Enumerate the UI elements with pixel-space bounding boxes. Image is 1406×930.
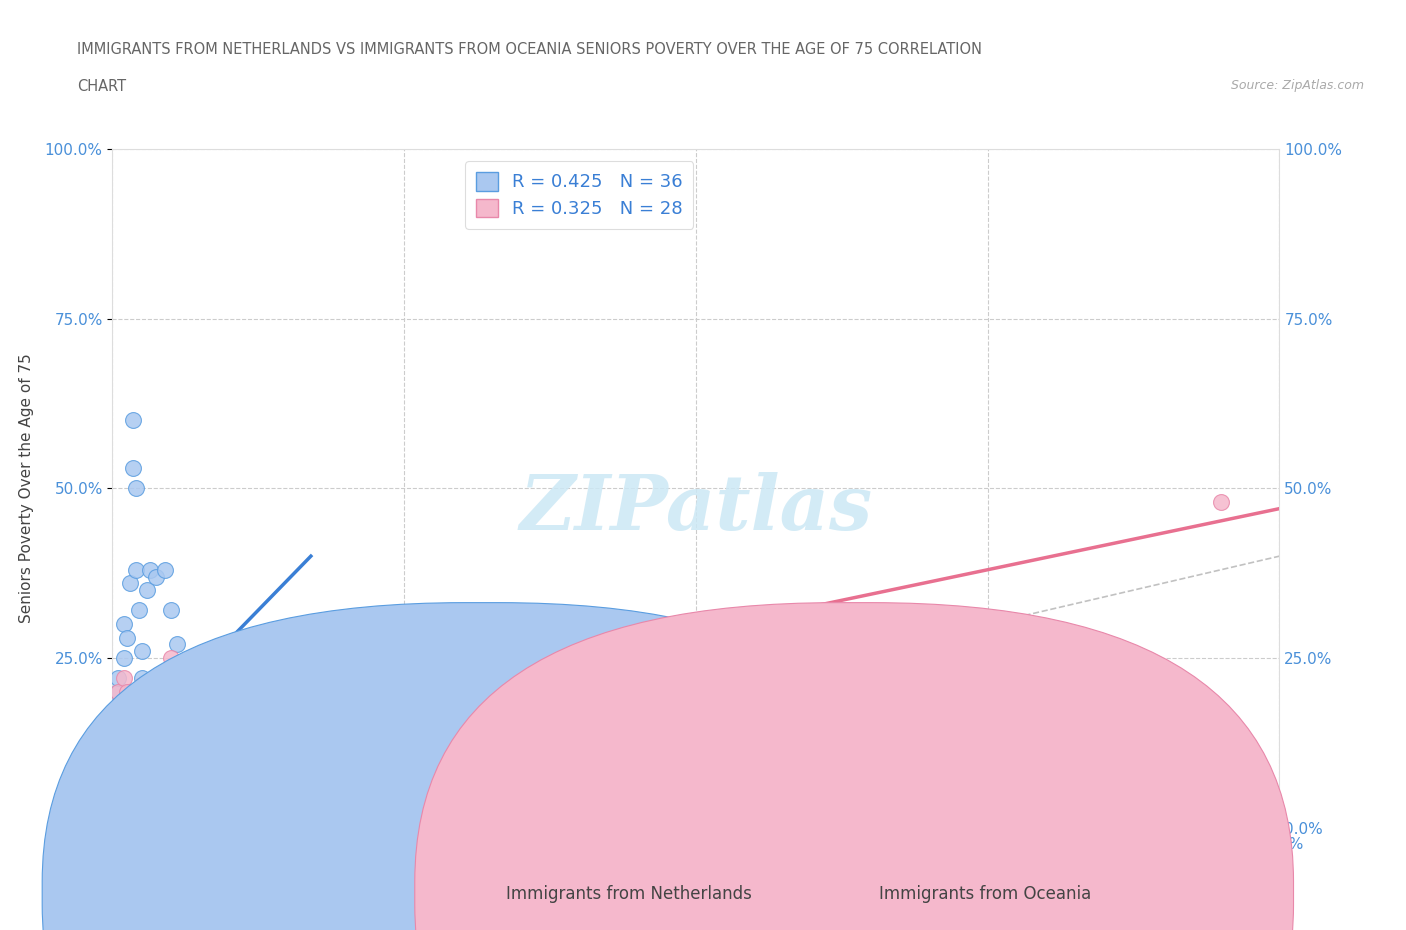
Point bbox=[153, 664, 176, 679]
Point bbox=[136, 698, 159, 713]
Point bbox=[128, 603, 150, 618]
Point bbox=[276, 787, 298, 802]
Point bbox=[110, 725, 132, 740]
Point bbox=[118, 746, 141, 761]
Point bbox=[218, 711, 240, 726]
Point bbox=[115, 732, 138, 747]
Point bbox=[110, 732, 132, 747]
Point bbox=[139, 563, 162, 578]
Point bbox=[104, 766, 127, 781]
Point bbox=[166, 637, 188, 652]
Point bbox=[145, 684, 167, 699]
Text: Immigrants from Netherlands: Immigrants from Netherlands bbox=[506, 884, 752, 903]
Point bbox=[107, 719, 129, 734]
Point bbox=[115, 732, 138, 747]
Point bbox=[104, 787, 127, 802]
Point bbox=[183, 698, 205, 713]
Point bbox=[145, 569, 167, 584]
Point bbox=[122, 413, 145, 428]
Point bbox=[112, 711, 135, 726]
Point bbox=[131, 671, 153, 685]
Point bbox=[1209, 495, 1232, 510]
Point bbox=[115, 684, 138, 699]
Point bbox=[118, 691, 141, 706]
Point bbox=[174, 671, 197, 685]
Point bbox=[110, 705, 132, 720]
Point bbox=[122, 460, 145, 475]
Text: Source: ZipAtlas.com: Source: ZipAtlas.com bbox=[1230, 79, 1364, 92]
Point bbox=[104, 752, 127, 767]
Point bbox=[115, 631, 138, 645]
Point bbox=[107, 671, 129, 685]
Point bbox=[110, 698, 132, 713]
Point bbox=[160, 603, 183, 618]
Point bbox=[112, 766, 135, 781]
Y-axis label: Seniors Poverty Over the Age of 75: Seniors Poverty Over the Age of 75 bbox=[18, 353, 34, 623]
Point bbox=[122, 719, 145, 734]
Text: IMMIGRANTS FROM NETHERLANDS VS IMMIGRANTS FROM OCEANIA SENIORS POVERTY OVER THE : IMMIGRANTS FROM NETHERLANDS VS IMMIGRANT… bbox=[77, 42, 983, 57]
Point bbox=[125, 684, 148, 699]
Point bbox=[107, 719, 129, 734]
Point bbox=[115, 684, 138, 699]
Point bbox=[107, 705, 129, 720]
Point bbox=[107, 698, 129, 713]
Point bbox=[188, 664, 211, 679]
Point bbox=[136, 582, 159, 598]
Point bbox=[112, 617, 135, 631]
Point bbox=[110, 787, 132, 802]
Point bbox=[112, 651, 135, 666]
Legend: R = 0.425   N = 36, R = 0.325   N = 28: R = 0.425 N = 36, R = 0.325 N = 28 bbox=[465, 161, 693, 229]
Point bbox=[125, 563, 148, 578]
Point bbox=[110, 752, 132, 767]
Point bbox=[118, 576, 141, 591]
Point bbox=[174, 684, 197, 699]
Point bbox=[131, 678, 153, 693]
Point bbox=[948, 631, 970, 645]
Point bbox=[153, 563, 176, 578]
Text: Immigrants from Oceania: Immigrants from Oceania bbox=[879, 884, 1091, 903]
Point bbox=[104, 732, 127, 747]
Point bbox=[110, 800, 132, 815]
Point bbox=[118, 698, 141, 713]
Point bbox=[125, 481, 148, 496]
Point bbox=[104, 806, 127, 821]
Point bbox=[107, 684, 129, 699]
Point bbox=[131, 644, 153, 658]
Text: ZIPatlas: ZIPatlas bbox=[519, 472, 873, 546]
Point bbox=[160, 651, 183, 666]
Point bbox=[104, 773, 127, 788]
Point bbox=[107, 684, 129, 699]
Point bbox=[112, 671, 135, 685]
Point bbox=[204, 684, 226, 699]
Point bbox=[110, 752, 132, 767]
Text: CHART: CHART bbox=[77, 79, 127, 94]
